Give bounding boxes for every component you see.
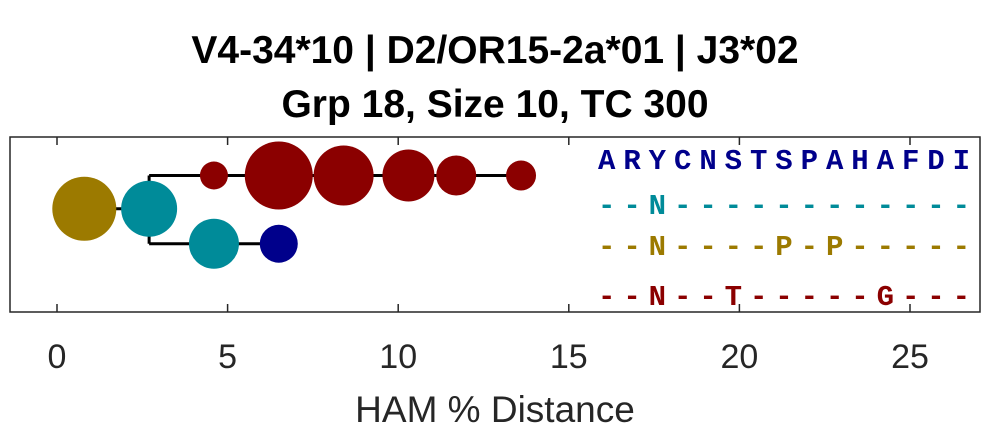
clone-node	[382, 149, 435, 202]
plot-frame	[9, 136, 981, 313]
clone-node	[199, 161, 228, 190]
x-tick-label: 25	[891, 338, 929, 376]
x-tick-label: 15	[550, 338, 588, 376]
x-axis-label: HAM % Distance	[355, 389, 635, 430]
clone-node	[506, 160, 537, 191]
chart-subtitle: Grp 18, Size 10, TC 300	[281, 83, 708, 126]
sequences-group: ARYCNSTSPAHAFDI --N------------ --N----P-P…	[598, 145, 970, 314]
x-tick-label: 0	[48, 338, 67, 376]
sequence-label: --N--T-----G---	[598, 281, 970, 314]
clone-node	[244, 141, 313, 210]
clone-node	[436, 155, 477, 196]
x-tick-label: 5	[218, 338, 237, 376]
sequence-label: ARYCNSTSPAHAFDI	[598, 145, 970, 178]
clone-node	[121, 180, 178, 237]
sequence-label: --N------------	[598, 190, 970, 223]
x-tick-label: 10	[379, 338, 417, 376]
chart-title: V4-34*10 | D2/OR15-2a*01 | J3*02	[191, 29, 798, 72]
x-ticks-group: 0 5 10 15 20 25	[48, 137, 929, 376]
nodes-group	[52, 141, 537, 269]
clone-node	[52, 176, 117, 241]
sequence-label: --N----P-P-----	[598, 231, 970, 264]
clone-node	[259, 224, 298, 263]
clone-node	[313, 145, 374, 206]
clone-node	[188, 218, 239, 269]
x-tick-label: 20	[720, 338, 758, 376]
